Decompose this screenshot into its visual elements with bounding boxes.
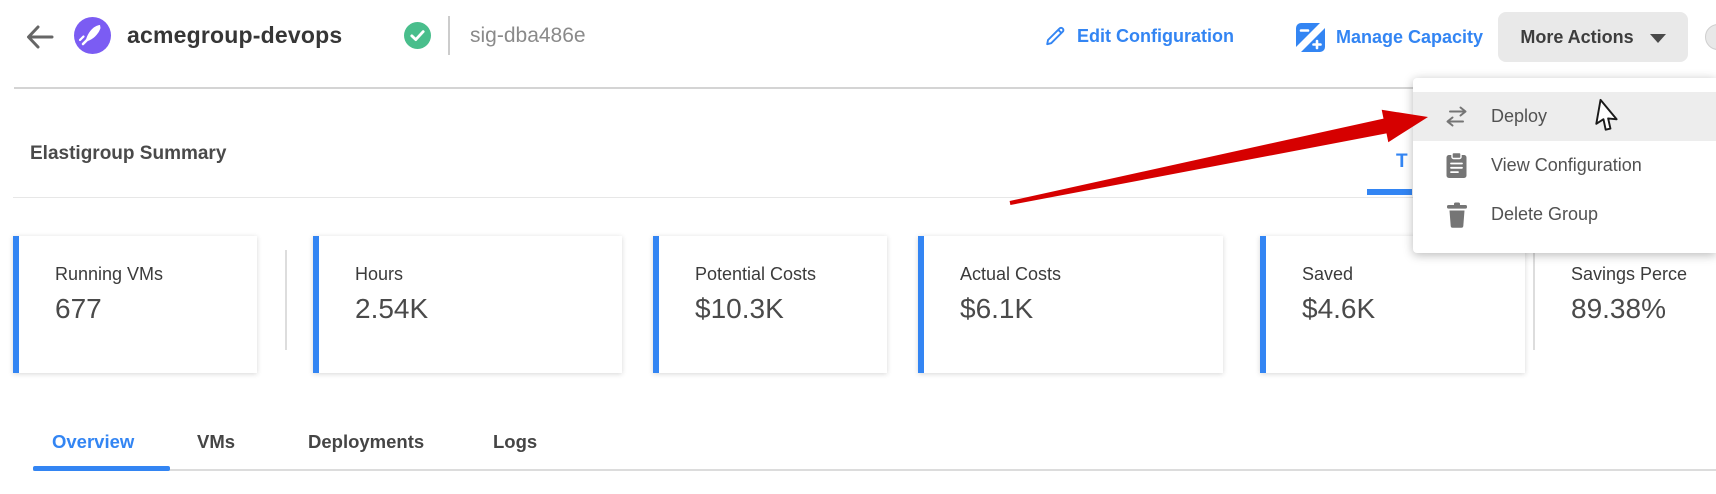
- clipboard-icon: [1443, 152, 1470, 179]
- tab-deployments[interactable]: Deployments: [308, 431, 425, 452]
- tab-logs[interactable]: Logs: [493, 431, 538, 452]
- capacity-icon: [1296, 23, 1325, 52]
- metric-label: Potential Costs: [695, 264, 817, 284]
- header-divider: [14, 87, 1716, 89]
- tab-vms[interactable]: VMs: [197, 431, 236, 452]
- menu-item-deploy[interactable]: Deploy: [1413, 92, 1716, 141]
- back-button[interactable]: [22, 20, 58, 54]
- metric-label: Savings Perce: [1571, 264, 1688, 284]
- more-actions-label: More Actions: [1520, 26, 1634, 47]
- metric-card-saved: Saved $4.6K: [1260, 236, 1525, 373]
- more-actions-button[interactable]: More Actions: [1498, 12, 1688, 62]
- pencil-icon: [1046, 26, 1065, 46]
- time-range-tab[interactable]: T: [1396, 151, 1408, 172]
- metric-card-actual-costs: Actual Costs $6.1K: [918, 236, 1223, 373]
- cursor-pointer-icon: [1591, 98, 1623, 139]
- gear-icon[interactable]: [1705, 24, 1716, 50]
- edit-configuration-label: Edit Configuration: [1077, 25, 1234, 46]
- page-title: acmegroup-devops: [127, 22, 343, 48]
- metric-value: 677: [55, 293, 102, 324]
- metric-label: Hours: [355, 264, 404, 284]
- metric-card-running-vms: Running VMs 677: [13, 236, 257, 373]
- metric-group-divider: [285, 250, 287, 350]
- menu-item-label: View Configuration: [1491, 155, 1642, 175]
- metric-group-divider: [1533, 250, 1535, 350]
- metric-card-hours: Hours 2.54K: [313, 236, 622, 373]
- card-accent-bar: [1260, 236, 1266, 373]
- card-accent-bar: [13, 236, 19, 373]
- tab-overview[interactable]: Overview: [52, 431, 135, 452]
- title-divider: [448, 16, 450, 55]
- metric-label: Actual Costs: [960, 264, 1062, 284]
- time-range-tab-underline: [1367, 189, 1412, 195]
- metric-label: Saved: [1302, 264, 1354, 284]
- manage-capacity-label: Manage Capacity: [1336, 27, 1484, 47]
- spot-logo-icon: [74, 17, 111, 54]
- swap-arrows-icon: [1443, 106, 1470, 127]
- healthy-status-icon: [404, 22, 431, 49]
- metric-label: Running VMs: [55, 264, 164, 284]
- menu-item-view-configuration[interactable]: View Configuration: [1413, 141, 1716, 190]
- section-divider: [13, 197, 1716, 199]
- edit-configuration-button[interactable]: Edit Configuration: [1043, 24, 1234, 48]
- section-title: Elastigroup Summary: [30, 143, 227, 164]
- metric-value: 2.54K: [355, 293, 429, 324]
- back-arrow-icon: [27, 25, 54, 49]
- menu-item-delete-group[interactable]: Delete Group: [1413, 190, 1716, 239]
- metric-value: $10.3K: [695, 293, 784, 324]
- menu-item-label: Deploy: [1491, 106, 1548, 126]
- manage-capacity-button[interactable]: Manage Capacity: [1295, 22, 1483, 53]
- metric-value: $6.1K: [960, 293, 1034, 324]
- metric-value: 89.38%: [1571, 293, 1666, 324]
- tabs-baseline: [33, 469, 1716, 471]
- card-accent-bar: [313, 236, 319, 373]
- metric-card-potential-costs: Potential Costs $10.3K: [653, 236, 887, 373]
- menu-item-label: Delete Group: [1491, 204, 1599, 224]
- group-id-subtitle: sig-dba486e: [470, 24, 586, 47]
- card-accent-bar: [918, 236, 924, 373]
- trash-icon: [1443, 202, 1470, 228]
- more-actions-menu: Deploy View Configuration Delete Group: [1413, 78, 1716, 253]
- chevron-down-icon: [1649, 34, 1666, 43]
- metric-value: $4.6K: [1302, 293, 1376, 324]
- card-accent-bar: [653, 236, 659, 373]
- active-tab-underline: [33, 465, 170, 471]
- metric-card-savings-percentage: Savings Perce 89.38%: [1558, 236, 1716, 373]
